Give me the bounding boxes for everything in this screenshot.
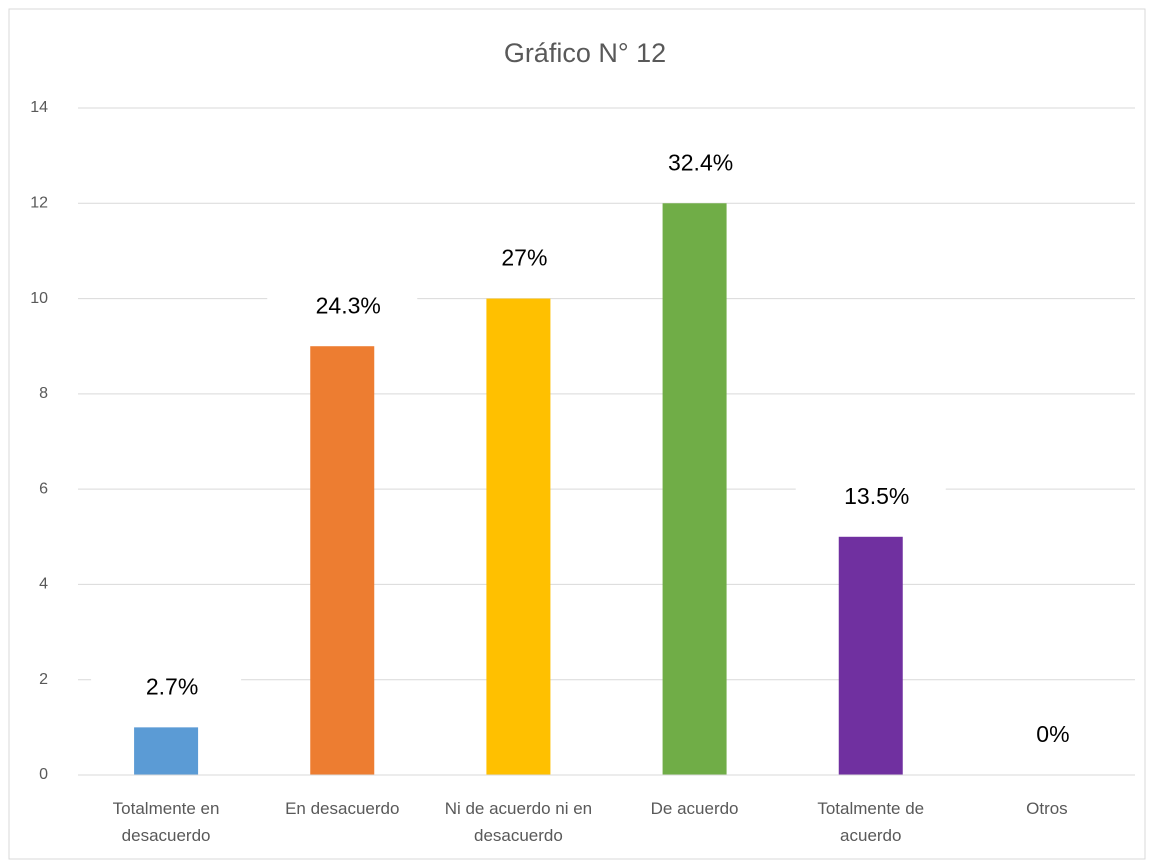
value-label: 13.5% (844, 483, 909, 509)
value-label: 2.7% (146, 673, 198, 699)
bar (310, 346, 375, 775)
label-background (443, 242, 594, 277)
bar (838, 536, 903, 775)
y-tick-label: 14 (30, 99, 48, 116)
label-background (619, 147, 770, 182)
bar (662, 203, 727, 776)
value-label: 24.3% (316, 292, 381, 318)
label-background (267, 290, 418, 325)
bar (134, 727, 199, 775)
x-tick-label: Ni de acuerdo ni en desacuerdo (444, 799, 593, 845)
value-label: 27% (501, 245, 547, 271)
y-tick-label: 6 (39, 480, 48, 497)
chart-title: Gráfico N° 12 (504, 38, 666, 68)
x-tick-label: Otros (1026, 799, 1068, 818)
chart-border (8, 8, 1146, 860)
y-tick-label: 2 (39, 671, 48, 688)
bar (486, 298, 551, 775)
y-tick-label: 10 (30, 290, 48, 307)
y-tick-label: 12 (30, 195, 48, 212)
y-tick-label: 8 (39, 385, 48, 402)
label-background (91, 671, 242, 706)
value-label: 32.4% (668, 149, 733, 175)
x-tick-label: En desacuerdo (285, 799, 400, 818)
y-tick-label: 4 (39, 576, 48, 593)
x-tick-label: Totalmente en desacuerdo (112, 799, 220, 845)
x-tick-label: Totalmente de acuerdo (817, 799, 925, 845)
label-background (795, 480, 946, 515)
value-label: 0% (1036, 721, 1069, 747)
x-tick-label: De acuerdo (650, 799, 739, 818)
label-background (971, 719, 1122, 753)
y-tick-label: 0 (39, 766, 48, 783)
